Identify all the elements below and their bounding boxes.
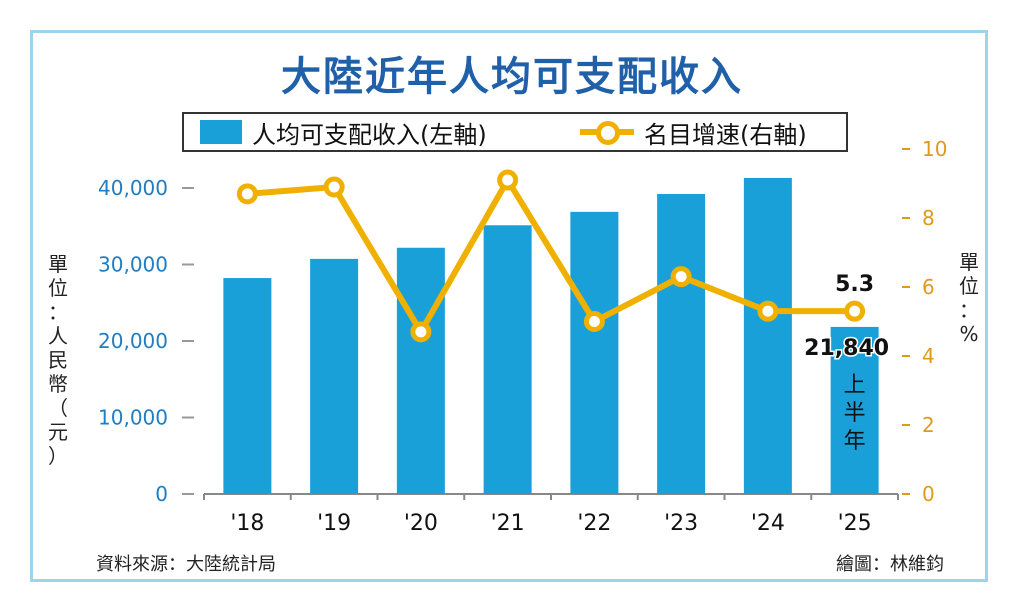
line-series <box>247 177 855 335</box>
bar <box>310 258 359 494</box>
x-tick-label: '18 <box>230 511 264 536</box>
last-bar-note-char: 半 <box>844 401 866 426</box>
y-left-tick-label: 10,000 <box>98 406 168 430</box>
y-right-tick-label: 10 <box>922 137 947 161</box>
x-tick-label: '25 <box>838 511 872 536</box>
bar <box>743 177 792 494</box>
line-point <box>844 300 866 322</box>
legend-item-bar: 人均可支配收入(左軸) <box>200 117 487 149</box>
last-bar-note-char: 上 <box>844 373 866 398</box>
y-right-tick-label: 6 <box>922 275 935 299</box>
bar <box>396 247 445 494</box>
last-bar-value-label: 21,840 <box>804 336 889 361</box>
bar <box>223 278 272 494</box>
x-tick-label: '21 <box>491 511 525 536</box>
y-left-tick-label: 0 <box>155 482 168 506</box>
y-right-tick-label: 2 <box>922 413 935 437</box>
legend-bar-label: 人均可支配收入(左軸) <box>252 120 487 149</box>
last-line-value-label: 5.3 <box>835 272 874 297</box>
credit-note: 繪圖：林維鈞 <box>836 554 944 575</box>
bar <box>570 211 619 495</box>
line-point <box>670 266 692 288</box>
chart-title: 大陸近年人均可支配收入 <box>281 54 743 100</box>
line-point <box>497 169 519 191</box>
legend-bar-swatch <box>200 120 242 144</box>
x-tick-label: '19 <box>317 511 351 536</box>
last-bar-note-char: 年 <box>844 429 866 454</box>
legend-line-swatch <box>580 120 634 145</box>
x-tick-label: '23 <box>664 511 698 536</box>
y-left-tick-label: 20,000 <box>98 329 168 353</box>
y-right-tick-label: 0 <box>922 482 935 506</box>
y-left-tick-label: 40,000 <box>98 176 168 200</box>
chart-frame <box>30 30 988 582</box>
line-point <box>757 300 779 322</box>
y-left-tick-label: 30,000 <box>98 253 168 277</box>
legend: 人均可支配收入(左軸) 名目增速(右軸) <box>182 112 848 152</box>
source-note: 資料來源：大陸統計局 <box>96 554 276 575</box>
legend-item-line: 名目增速(右軸) <box>580 117 807 149</box>
y-right-tick-label: 4 <box>922 344 935 368</box>
left-axis-unit: 單位：人民幣（元） <box>48 252 68 468</box>
right-axis-unit: 單位：% <box>959 250 979 346</box>
legend-line-label: 名目增速(右軸) <box>644 120 807 149</box>
x-tick-label: '20 <box>404 511 438 536</box>
y-right-tick-label: 8 <box>922 206 935 230</box>
bar <box>657 193 706 494</box>
x-tick-label: '24 <box>751 511 785 536</box>
line-point <box>323 176 345 198</box>
bar <box>483 225 532 494</box>
line-point <box>583 311 605 332</box>
line-point <box>410 321 432 343</box>
x-tick-label: '22 <box>577 511 611 536</box>
bar <box>830 326 879 494</box>
line-point <box>236 183 258 205</box>
